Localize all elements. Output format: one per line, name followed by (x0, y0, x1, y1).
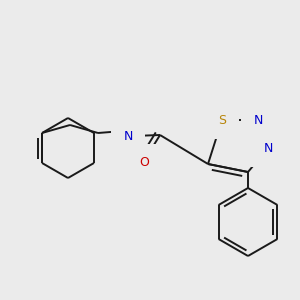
Text: O: O (139, 157, 149, 169)
Text: N: N (263, 142, 273, 154)
Text: S: S (218, 113, 226, 127)
Text: H: H (124, 120, 132, 130)
Text: N: N (123, 130, 133, 142)
Text: N: N (253, 113, 263, 127)
